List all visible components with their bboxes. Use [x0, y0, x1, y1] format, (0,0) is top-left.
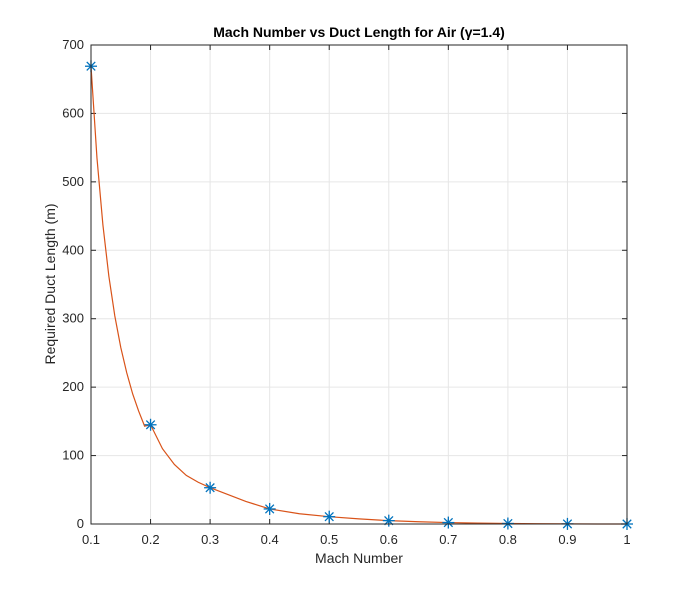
x-tick-label: 0.6 [380, 532, 398, 547]
x-tick-label: 0.5 [320, 532, 338, 547]
marker-stroke [205, 483, 215, 493]
marker-stroke [384, 515, 394, 526]
data-point-marker [263, 502, 276, 515]
x-tick-label: 0.4 [261, 532, 279, 547]
marker-stroke [443, 517, 454, 528]
x-tick-label: 0.2 [142, 532, 160, 547]
y-axis-label: Required Duct Length (m) [42, 203, 58, 364]
y-tick-label: 300 [62, 311, 84, 326]
y-tick-label: 700 [62, 37, 84, 52]
x-tick-label: 0.7 [439, 532, 457, 547]
data-point-marker [204, 481, 217, 494]
plot-box [90, 44, 628, 525]
data-point-marker [323, 510, 336, 523]
x-tick-label: 0.9 [558, 532, 576, 547]
marker-stroke [324, 511, 334, 522]
x-tick-label: 0.1 [82, 532, 100, 547]
marker-stroke [145, 420, 156, 430]
plot-content [85, 60, 633, 530]
y-tick-label: 400 [62, 242, 84, 257]
x-axis-label: Mach Number [315, 550, 403, 566]
plot-area [91, 45, 627, 524]
data-point-marker [382, 514, 395, 527]
y-axis-ticks: 0 100 200 300 400 500 600 700 [62, 37, 627, 531]
x-tick-label: 0.8 [499, 532, 517, 547]
y-tick-label: 200 [62, 379, 84, 394]
y-tick-label: 0 [77, 516, 84, 531]
data-point-marker [442, 516, 455, 529]
chart-title: Mach Number vs Duct Length for Air (γ=1.… [213, 24, 505, 40]
x-tick-label: 0.3 [201, 532, 219, 547]
data-point-marker [144, 418, 157, 431]
y-tick-label: 500 [62, 174, 84, 189]
x-tick-label: 1 [623, 532, 630, 547]
y-tick-label: 600 [62, 105, 84, 120]
marker-stroke [264, 504, 275, 514]
y-tick-label: 100 [62, 448, 84, 463]
